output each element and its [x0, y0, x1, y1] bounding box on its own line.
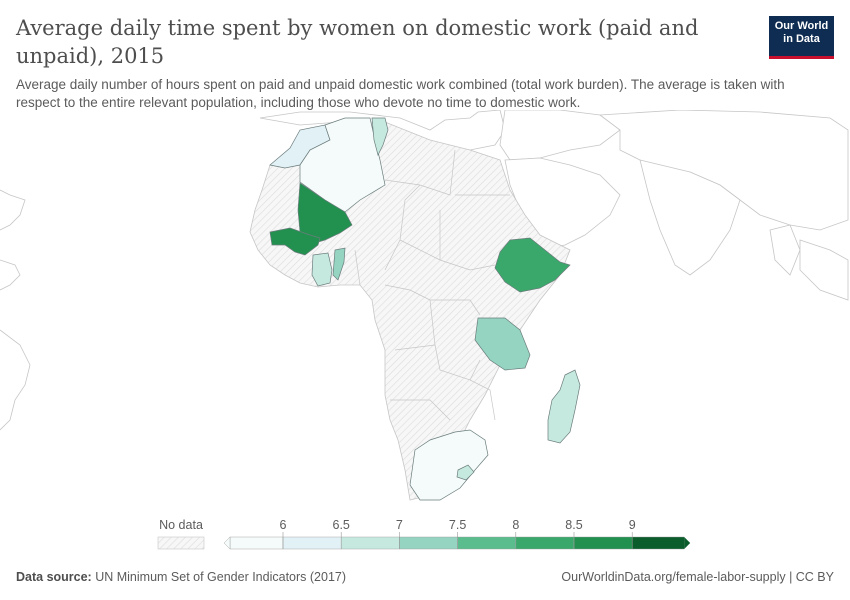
- country-benin[interactable]: [332, 247, 346, 281]
- legend-no-data-label: No data: [159, 518, 203, 532]
- chart-subtitle: Average daily number of hours spent on p…: [16, 77, 785, 110]
- legend-bin-5[interactable]: [515, 536, 575, 550]
- legend-tick-label: 7.5: [449, 518, 466, 532]
- legend-bin-3[interactable]: [399, 536, 458, 550]
- country-south-africa[interactable]: [409, 429, 489, 501]
- legend-bin-6[interactable]: [573, 536, 633, 550]
- legend-tick-label: 6.5: [333, 518, 350, 532]
- legend-arrow-left: [223, 536, 231, 550]
- country-lesotho[interactable]: [456, 464, 475, 481]
- country-tunisia[interactable]: [371, 117, 389, 156]
- legend-bins: 6 6.5 7 7.5 8 8.5 9: [223, 518, 691, 550]
- owid-logo[interactable]: Our World in Data: [769, 16, 834, 59]
- country-ghana[interactable]: [311, 252, 333, 287]
- color-legend: No data 6 6.5 7 7.5 8 8.5 9: [157, 518, 691, 550]
- logo-line-1: Our World: [774, 20, 829, 32]
- legend-tick-label: 8.5: [565, 518, 582, 532]
- legend-arrow-right: [684, 537, 691, 549]
- source-label: Data source:: [16, 570, 92, 584]
- logo-line-2: in Data: [783, 33, 820, 45]
- footer-link[interactable]: OurWorldinData.org/female-labor-supply |…: [561, 570, 834, 584]
- legend-tick-label: 6: [280, 518, 287, 532]
- data-countries: [269, 117, 581, 501]
- legend-bin-2[interactable]: [341, 536, 400, 550]
- country-madagascar[interactable]: [547, 369, 581, 444]
- legend-bin-0[interactable]: [229, 536, 284, 550]
- country-ethiopia[interactable]: [494, 237, 571, 293]
- legend-no-data-swatch: [157, 536, 205, 550]
- background-land: [259, 110, 849, 301]
- footer-source: Data source: UN Minimum Set of Gender In…: [16, 570, 346, 584]
- country-mali[interactable]: [297, 182, 353, 246]
- legend-tick-label: 8: [512, 518, 519, 532]
- americas-outline: [0, 189, 31, 431]
- source-text[interactable]: UN Minimum Set of Gender Indicators (201…: [95, 570, 347, 584]
- legend-tick-label: 9: [629, 518, 636, 532]
- chart-title: Average daily time spent by women on dom…: [16, 16, 699, 68]
- legend-bin-7[interactable]: [632, 536, 685, 550]
- legend-no-data[interactable]: No data: [157, 518, 205, 550]
- legend-tick-label: 7: [396, 518, 403, 532]
- africa-map[interactable]: [0, 110, 850, 510]
- country-guinea[interactable]: [269, 227, 321, 256]
- country-tanzania[interactable]: [474, 317, 531, 371]
- legend-bin-1[interactable]: [282, 536, 342, 550]
- legend-bin-4[interactable]: [457, 536, 517, 550]
